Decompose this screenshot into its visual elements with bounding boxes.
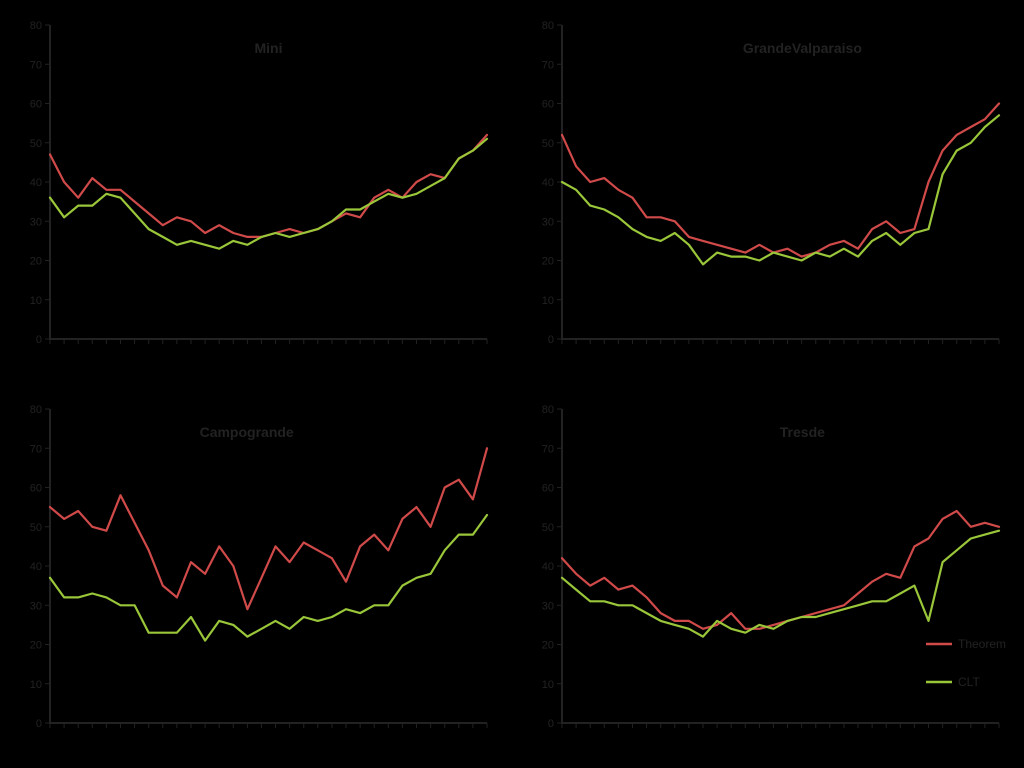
y-tick-label: 30 bbox=[542, 216, 554, 228]
chart-grid: 0 10 20 30 40 50 60 70 80 Mini 0 10 20 30 40 50 60 70 80 G… bbox=[0, 0, 1024, 768]
panel-tresde: 0 10 20 30 40 50 60 70 80 Tresde Theorem CLT bbox=[512, 384, 1024, 768]
axes bbox=[50, 409, 487, 723]
y-tick-label: 0 bbox=[548, 334, 554, 346]
y-tick-label: 80 bbox=[542, 20, 554, 32]
y-tick-label: 50 bbox=[542, 522, 554, 534]
y-tick-label: 20 bbox=[542, 256, 554, 268]
series-clt bbox=[50, 515, 487, 641]
y-tick-label: 30 bbox=[30, 600, 42, 612]
y-tick-label: 80 bbox=[30, 404, 42, 416]
y-tick-label: 60 bbox=[542, 99, 554, 111]
y-tick-label: 10 bbox=[30, 295, 42, 307]
series-clt bbox=[562, 115, 999, 264]
axes bbox=[562, 409, 999, 723]
series-clt bbox=[562, 531, 999, 637]
y-tick-label: 30 bbox=[542, 600, 554, 612]
legend-label-clt: CLT bbox=[958, 675, 980, 689]
y-tick-label: 0 bbox=[548, 718, 554, 730]
y-tick-label: 40 bbox=[30, 561, 42, 573]
y-tick-label: 20 bbox=[30, 256, 42, 268]
y-tick-label: 20 bbox=[30, 640, 42, 652]
y-tick-label: 60 bbox=[30, 99, 42, 111]
axes bbox=[50, 25, 487, 339]
panel-campogrande: 0 10 20 30 40 50 60 70 80 Campogrande bbox=[0, 384, 512, 768]
y-tick-label: 0 bbox=[36, 718, 42, 730]
y-tick-label: 40 bbox=[542, 177, 554, 189]
series-theorem bbox=[50, 448, 487, 609]
panel-grandevalparaiso: 0 10 20 30 40 50 60 70 80 GrandeValparaiso bbox=[512, 0, 1024, 384]
series-clt bbox=[50, 139, 487, 249]
y-tick-label: 20 bbox=[542, 640, 554, 652]
y-tick-label: 50 bbox=[542, 138, 554, 150]
y-tick-label: 50 bbox=[30, 522, 42, 534]
y-tick-label: 50 bbox=[30, 138, 42, 150]
y-tick-label: 10 bbox=[542, 295, 554, 307]
series-theorem bbox=[50, 135, 487, 237]
y-tick-label: 60 bbox=[542, 483, 554, 495]
y-tick-label: 10 bbox=[542, 679, 554, 691]
y-tick-label: 80 bbox=[542, 404, 554, 416]
panel-mini: 0 10 20 30 40 50 60 70 80 Mini bbox=[0, 0, 512, 384]
y-tick-label: 70 bbox=[542, 443, 554, 455]
legend-label-theorem: Theorem bbox=[958, 637, 1006, 651]
panel-title: GrandeValparaiso bbox=[743, 40, 862, 56]
y-tick-label: 60 bbox=[30, 483, 42, 495]
y-tick-label: 80 bbox=[30, 20, 42, 32]
series-theorem bbox=[562, 511, 999, 629]
y-tick-label: 30 bbox=[30, 216, 42, 228]
y-tick-label: 70 bbox=[30, 443, 42, 455]
panel-title: Mini bbox=[255, 40, 283, 56]
y-tick-label: 40 bbox=[30, 177, 42, 189]
y-tick-label: 0 bbox=[36, 334, 42, 346]
panel-title: Campogrande bbox=[200, 424, 294, 440]
axes bbox=[562, 25, 999, 339]
panel-title: Tresde bbox=[780, 424, 825, 440]
y-tick-label: 10 bbox=[30, 679, 42, 691]
y-tick-label: 70 bbox=[542, 59, 554, 71]
series-theorem bbox=[562, 104, 999, 257]
y-tick-label: 40 bbox=[542, 561, 554, 573]
y-tick-label: 70 bbox=[30, 59, 42, 71]
